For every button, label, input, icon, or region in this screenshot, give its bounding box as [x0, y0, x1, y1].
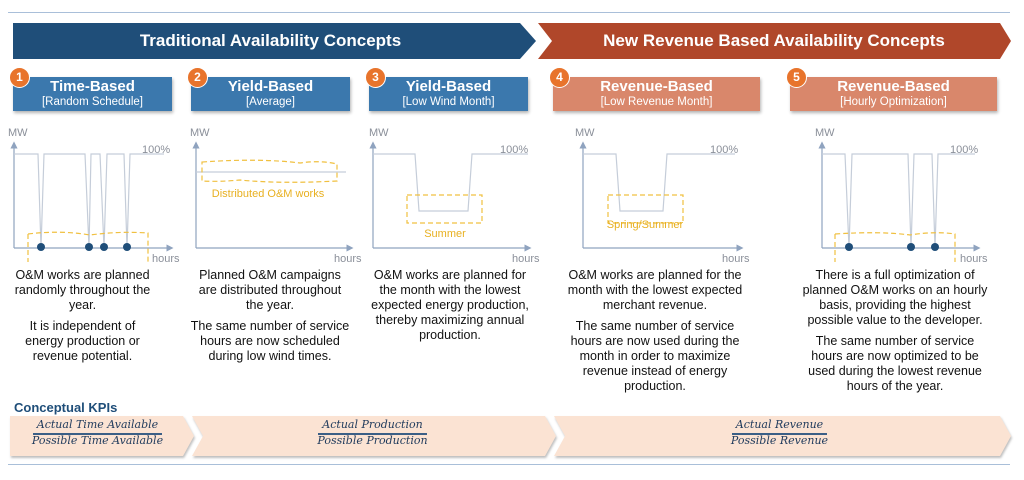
panel-2-header: 2 Yield-Based [Average] — [187, 67, 350, 111]
panel-subtitle: [Low Wind Month] — [402, 96, 495, 108]
y-axis-label: MW — [575, 127, 595, 139]
kpi-numerator: Actual Production — [318, 418, 427, 435]
panel-3-header: 3 Yield-Based [Low Wind Month] — [365, 67, 528, 111]
description-paragraph: The same number of service hours are now… — [570, 319, 740, 393]
chart-2 — [192, 141, 354, 252]
kpi-numerator: Actual Revenue — [731, 418, 828, 435]
highlight-box — [27, 231, 149, 262]
panel-title: Revenue-Based — [837, 78, 950, 95]
bottom-divider — [8, 464, 1010, 465]
kpi-denominator: Possible Production — [317, 434, 428, 447]
output-line — [373, 153, 528, 212]
kpi-denominator: Possible Time Available — [31, 434, 164, 447]
panel-title: Yield-Based — [227, 78, 314, 95]
description-paragraph: The same number of service hours are now… — [808, 334, 982, 393]
top-divider — [8, 12, 1010, 13]
highlight-box — [201, 159, 338, 183]
kpi-revenue: Actual Revenue Possible Revenue — [562, 418, 997, 447]
kpi-production: Actual Production Possible Production — [200, 418, 545, 447]
description-paragraph: O&M works are planned for the month with… — [567, 268, 743, 312]
badge-2: 2 — [187, 67, 208, 88]
banner-arrows — [13, 23, 1011, 59]
maintenance-dot — [931, 243, 939, 251]
kpi-denominator: Possible Revenue — [730, 434, 829, 447]
x-axis-label: hours — [722, 253, 750, 265]
y-axis-label: MW — [369, 127, 389, 139]
traditional-banner: Traditional Availability Concepts — [139, 31, 402, 50]
panel-5-description: There is a full optimization of planned … — [800, 268, 990, 400]
level-label: 100% — [500, 144, 528, 156]
kpi-chevron-1 — [10, 416, 194, 456]
y-axis-label: MW — [815, 127, 835, 139]
panel-4-header: 4 Revenue-Based [Low Revenue Month] — [549, 67, 760, 111]
x-axis-label: hours — [960, 253, 988, 265]
panel-subtitle: [Random Schedule] — [41, 96, 143, 108]
maintenance-dot — [845, 243, 853, 251]
panel-subtitle: [Average] — [245, 96, 295, 108]
highlight-box — [834, 232, 956, 262]
description-paragraph: There is a full optimization of planned … — [802, 268, 988, 327]
panel-title: Revenue-Based — [600, 78, 713, 95]
revenue-banner-shape — [538, 23, 1011, 59]
traditional-banner-shape — [13, 23, 536, 59]
chart-5 — [818, 141, 981, 262]
description-paragraph: The same number of service hours are now… — [190, 319, 350, 363]
panel-subtitle: [Hourly Optimization] — [840, 96, 947, 108]
maintenance-dot — [907, 243, 915, 251]
kpi-time: Actual Time Available Possible Time Avai… — [10, 418, 185, 447]
maintenance-dot — [37, 243, 45, 251]
badge-5: 5 — [786, 67, 807, 88]
level-label: 100% — [710, 144, 738, 156]
y-axis-label: MW — [8, 127, 28, 139]
revenue-banner: New Revenue Based Availability Concepts — [603, 31, 945, 50]
panel-title: Time-Based — [50, 78, 135, 95]
panel-2-description: Planned O&M campaigns are distributed th… — [190, 268, 350, 370]
availability-charts: MW 100% hours MW hours MW 100% hours MW … — [8, 127, 988, 265]
panel-subtitle: [Low Revenue Month] — [600, 96, 713, 108]
description-paragraph: It is independent of energy production o… — [25, 319, 140, 363]
kpi-chevron-3 — [554, 416, 1011, 456]
panel-1-header: 1 Time-Based [Random Schedule] — [9, 67, 172, 111]
panel-title: Yield-Based — [405, 78, 492, 95]
highlight-box — [406, 194, 483, 224]
panel-5-header: 5 Revenue-Based [Hourly Optimization] — [786, 67, 997, 111]
description-paragraph: Planned O&M campaigns are distributed th… — [198, 268, 342, 312]
chart-3 — [369, 141, 532, 252]
x-axis-label: hours — [512, 253, 540, 265]
level-label: 100% — [950, 144, 978, 156]
kpi-chevrons — [10, 416, 1011, 456]
x-axis-label: hours — [334, 253, 362, 265]
panel-3-description: O&M works are planned for the month with… — [370, 268, 530, 349]
chart-4 — [579, 141, 744, 252]
kpi-chevron-2 — [192, 416, 556, 456]
description-paragraph: O&M works are planned randomly throughou… — [14, 268, 151, 312]
highlight-box — [607, 194, 684, 224]
kpi-numerator: Actual Time Available — [32, 418, 163, 435]
y-axis-label: MW — [190, 127, 210, 139]
chart-1 — [10, 141, 174, 262]
description-paragraph: O&M works are planned for the month with… — [371, 268, 529, 342]
x-axis-label: hours — [152, 253, 180, 265]
badge-3: 3 — [365, 67, 386, 88]
maintenance-dot — [123, 243, 131, 251]
maintenance-dot — [85, 243, 93, 251]
kpi-title: Conceptual KPIs — [14, 400, 118, 415]
output-line — [14, 153, 164, 249]
maintenance-dot — [100, 243, 108, 251]
badge-1: 1 — [9, 67, 30, 88]
panel-1-description: O&M works are planned randomly throughou… — [10, 268, 155, 370]
annotation-spring-summer: Spring/Summer — [606, 219, 684, 231]
panel-4-description: O&M works are planned for the month with… — [565, 268, 745, 400]
output-line — [583, 153, 735, 212]
annotation-summer: Summer — [424, 228, 466, 240]
annotation-distributed: Distributed O&M works — [212, 188, 325, 200]
badge-4: 4 — [549, 67, 570, 88]
level-label: 100% — [142, 144, 170, 156]
